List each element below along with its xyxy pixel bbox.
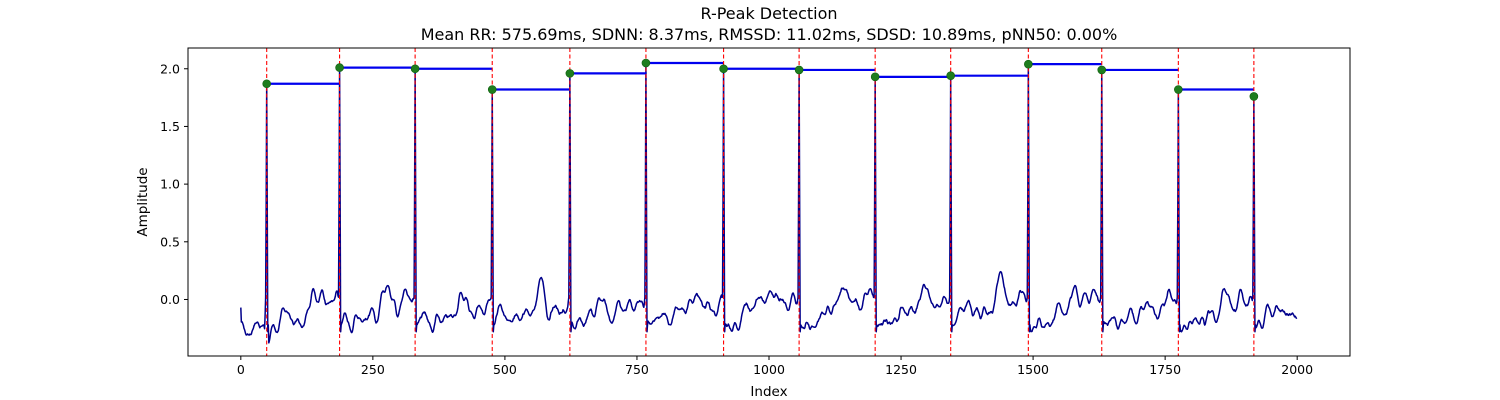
r-peak-marker (946, 71, 955, 80)
x-tick-label: 1000 (753, 362, 785, 377)
r-peak-marker (1097, 65, 1107, 75)
y-tick-label: 1.0 (160, 177, 180, 192)
x-tick-label: 250 (361, 362, 385, 377)
r-peak-marker (870, 72, 880, 82)
r-peak-marker (335, 63, 344, 72)
plot-frame (187, 47, 1351, 357)
r-peak-marker (641, 58, 651, 68)
x-tick-label: 2000 (1281, 362, 1313, 377)
r-peak-marker (487, 85, 497, 94)
r-peak-marker (565, 69, 575, 78)
y-tick-label: 0.0 (160, 292, 180, 307)
plot-area (240, 48, 1298, 356)
y-axis-label: Amplitude (135, 167, 151, 236)
x-tick-label: 0 (237, 362, 245, 377)
x-tick-label: 1250 (885, 362, 917, 377)
r-peak-marker (1249, 92, 1259, 101)
chart-subtitle: Mean RR: 575.69ms, SDNN: 8.37ms, RMSSD: … (421, 25, 1118, 44)
r-peak-marker (262, 79, 271, 89)
y-tick-label: 2.0 (160, 61, 180, 76)
axis-ticks: 0 250 500 750 1000 1250 1500 1750 2000 0.0 0.5 1.0 1… (160, 61, 1313, 377)
x-tick-label: 500 (493, 362, 517, 377)
r-peak-marker (410, 64, 420, 74)
r-peak-marker (1024, 59, 1033, 69)
chart-title: R-Peak Detection (700, 4, 837, 23)
x-tick-label: 750 (625, 362, 649, 377)
ecg-signal-line (240, 62, 1298, 344)
r-peak-marker (719, 64, 728, 74)
x-tick-label: 1500 (1017, 362, 1049, 377)
y-tick-label: 0.5 (160, 234, 180, 249)
x-tick-label: 1750 (1149, 362, 1181, 377)
x-axis-label: Index (750, 384, 787, 400)
r-peak-marker (794, 65, 804, 75)
r-peak-marker (1174, 85, 1183, 94)
y-tick-label: 1.5 (160, 119, 180, 134)
